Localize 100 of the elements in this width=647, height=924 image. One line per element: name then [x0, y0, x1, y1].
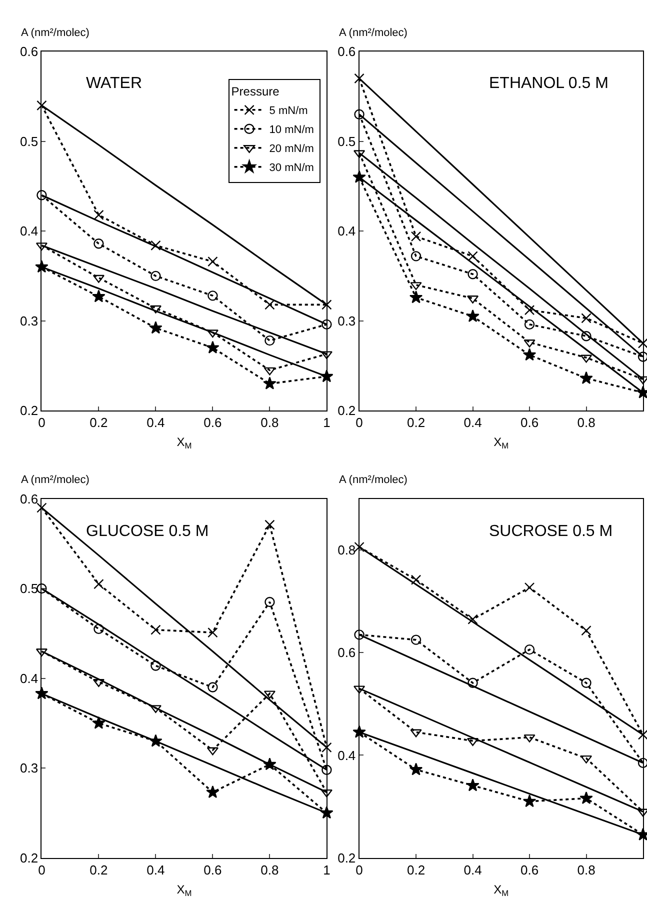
text: WATER — [86, 75, 142, 92]
x-tick-label: 0.6 — [204, 415, 222, 430]
point — [522, 794, 536, 808]
point — [94, 578, 104, 590]
point — [638, 352, 647, 362]
x-axis-title: X$_{M}$ — [494, 882, 509, 898]
point — [468, 251, 478, 262]
y-axis-title: A (nm²/molec) — [21, 27, 90, 39]
point — [322, 319, 332, 330]
point — [36, 583, 47, 594]
point — [208, 290, 218, 301]
y-tick-label: 0.6 — [338, 44, 356, 60]
x-tick-label: 0.2 — [90, 862, 108, 878]
point — [581, 625, 592, 636]
legend-label: 10 mN/m — [269, 124, 314, 136]
y-tick-label: 0.5 — [20, 581, 38, 596]
point — [264, 335, 275, 346]
point — [354, 630, 364, 640]
x-tick-label: 0.8 — [260, 862, 279, 878]
point — [150, 240, 161, 251]
y-tick-label: 0.3 — [338, 313, 356, 328]
y-tick-label: 0.5 — [20, 134, 38, 149]
point — [354, 542, 364, 552]
point — [92, 274, 104, 283]
legend-title: Pressure — [231, 84, 280, 98]
point — [94, 210, 104, 220]
legend-label: 5 mN/m — [269, 105, 308, 118]
x-tick-label: 1 — [323, 862, 330, 878]
y-tick-label: 0.3 — [20, 313, 38, 328]
point — [468, 269, 478, 280]
point — [580, 371, 593, 384]
point — [581, 313, 592, 324]
point — [410, 282, 422, 290]
point — [354, 109, 364, 120]
x-axis-title: X$_{M}$ — [176, 882, 192, 898]
point — [409, 762, 423, 776]
point — [522, 348, 536, 361]
point — [322, 742, 332, 753]
y-tick-label: 0.6 — [338, 645, 356, 660]
legend-label: 20 mN/m — [269, 143, 314, 156]
point — [264, 596, 275, 608]
point — [264, 367, 276, 376]
x-axis-title: X$_{M}$ — [176, 435, 192, 451]
point — [638, 758, 647, 768]
point — [36, 190, 47, 200]
y-tick-label: 0.4 — [20, 224, 38, 239]
y-tick-label: 0.2 — [20, 850, 38, 866]
x-tick-label: 0.6 — [520, 415, 539, 430]
point — [206, 747, 218, 756]
point — [524, 734, 536, 742]
x-tick-label: 0.4 — [146, 862, 165, 878]
y-tick-label: 0.4 — [20, 670, 38, 686]
point — [94, 624, 104, 634]
y-tick-label: 0.8 — [338, 542, 356, 558]
point — [150, 660, 161, 671]
y-tick-label: 0.4 — [338, 224, 356, 239]
x-tick-label: 0.6 — [520, 862, 539, 878]
point — [150, 705, 162, 714]
point — [208, 627, 218, 638]
point — [322, 764, 332, 775]
y-tick-label: 0.4 — [338, 748, 356, 763]
x-tick-label: 0.4 — [146, 415, 165, 430]
point — [322, 300, 332, 310]
point — [524, 644, 535, 655]
y-tick-label: 0.6 — [20, 491, 38, 506]
y-axis-title: A (nm²/molec) — [339, 27, 408, 39]
x-tick-label: 0.8 — [577, 862, 596, 878]
point — [468, 678, 478, 688]
y-tick-label: 0.5 — [338, 134, 356, 149]
point — [638, 730, 647, 740]
x-tick-label: 0 — [38, 415, 46, 430]
point — [208, 256, 218, 267]
point — [409, 290, 423, 304]
y-axis-title: A (nm²/molec) — [21, 474, 90, 486]
point — [206, 330, 218, 338]
point — [36, 242, 48, 251]
point — [320, 351, 332, 360]
point — [36, 502, 47, 513]
point — [524, 582, 535, 593]
point — [150, 624, 161, 635]
y-tick-label: 0.6 — [20, 44, 38, 60]
x-tick-label: 0.2 — [406, 862, 426, 878]
text: GLUCOSE 0.5 M — [86, 523, 209, 540]
point — [264, 520, 275, 530]
point — [150, 270, 161, 282]
point — [150, 305, 162, 314]
y-tick-label: 0.2 — [338, 850, 356, 866]
point — [206, 340, 220, 354]
legend-label: 30 mN/m — [269, 162, 314, 174]
point — [410, 729, 422, 738]
point — [581, 678, 592, 688]
point — [524, 304, 535, 316]
point — [466, 309, 480, 322]
y-axis-title: A (nm²/molec) — [339, 474, 408, 486]
point — [92, 716, 106, 729]
x-tick-label: 0 — [38, 862, 46, 878]
point — [410, 231, 422, 242]
point — [468, 614, 478, 624]
x-tick-label: 0.4 — [464, 415, 482, 430]
x-tick-label: 0.8 — [260, 415, 279, 430]
